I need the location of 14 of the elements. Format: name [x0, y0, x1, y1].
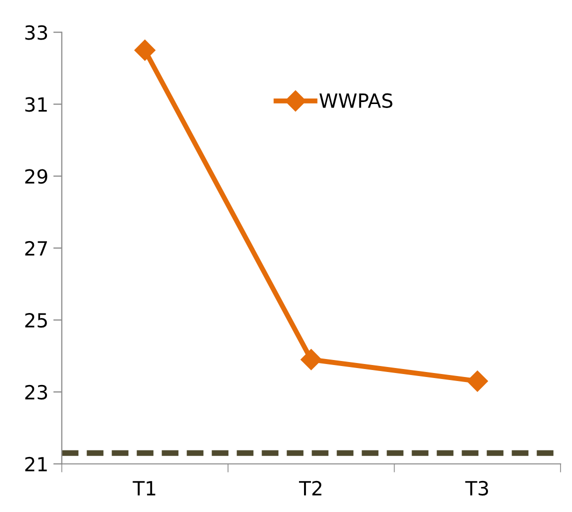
x-tick-label: T3	[465, 480, 488, 496]
y-tick-label: 31	[25, 97, 47, 112]
point	[300, 349, 322, 370]
y-tick-label: 25	[25, 312, 47, 328]
y-tick-label: 23	[25, 384, 48, 400]
point	[134, 40, 156, 61]
y-tick-label: 21	[25, 456, 47, 472]
legend-label: WWPAS	[319, 93, 392, 108]
point	[466, 370, 488, 392]
x-tick-label: T1	[132, 481, 156, 496]
y-tick-label: 27	[25, 241, 47, 256]
x-tick-label: T2	[298, 480, 322, 496]
y-tick-label: 33	[25, 25, 48, 40]
y-tick-label: 29	[25, 169, 48, 184]
